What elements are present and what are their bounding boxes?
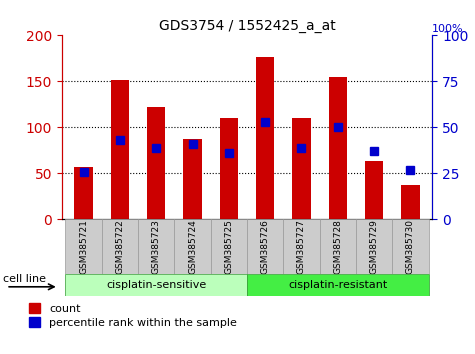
Bar xyxy=(174,219,211,274)
Title: GDS3754 / 1552425_a_at: GDS3754 / 1552425_a_at xyxy=(159,19,335,33)
Text: GSM385725: GSM385725 xyxy=(224,219,233,274)
Bar xyxy=(365,161,383,219)
Text: 100%: 100% xyxy=(432,24,464,34)
Text: GSM385726: GSM385726 xyxy=(261,219,270,274)
Bar xyxy=(66,219,102,274)
Bar xyxy=(138,219,174,274)
Text: GSM385728: GSM385728 xyxy=(333,219,342,274)
Bar xyxy=(220,118,238,219)
Bar xyxy=(401,185,419,219)
Bar xyxy=(111,80,129,219)
Bar xyxy=(293,118,311,219)
Bar xyxy=(392,219,428,274)
Text: cell line: cell line xyxy=(3,274,46,284)
Text: cisplatin-sensitive: cisplatin-sensitive xyxy=(106,280,206,290)
Text: GSM385724: GSM385724 xyxy=(188,219,197,274)
Bar xyxy=(247,219,283,274)
Bar xyxy=(102,219,138,274)
Text: GSM385722: GSM385722 xyxy=(115,219,124,274)
Bar xyxy=(320,219,356,274)
Text: GSM385729: GSM385729 xyxy=(370,219,379,274)
Bar xyxy=(75,167,93,219)
Legend: count, percentile rank within the sample: count, percentile rank within the sample xyxy=(29,303,237,328)
Bar xyxy=(211,219,247,274)
Bar xyxy=(256,57,274,219)
Bar xyxy=(247,274,428,296)
Text: GSM385730: GSM385730 xyxy=(406,219,415,274)
Bar xyxy=(283,219,320,274)
Bar xyxy=(356,219,392,274)
Bar xyxy=(147,107,165,219)
Text: GSM385721: GSM385721 xyxy=(79,219,88,274)
Text: cisplatin-resistant: cisplatin-resistant xyxy=(288,280,388,290)
Text: GSM385723: GSM385723 xyxy=(152,219,161,274)
Bar xyxy=(66,274,247,296)
Bar xyxy=(183,139,201,219)
Bar xyxy=(329,77,347,219)
Text: GSM385727: GSM385727 xyxy=(297,219,306,274)
